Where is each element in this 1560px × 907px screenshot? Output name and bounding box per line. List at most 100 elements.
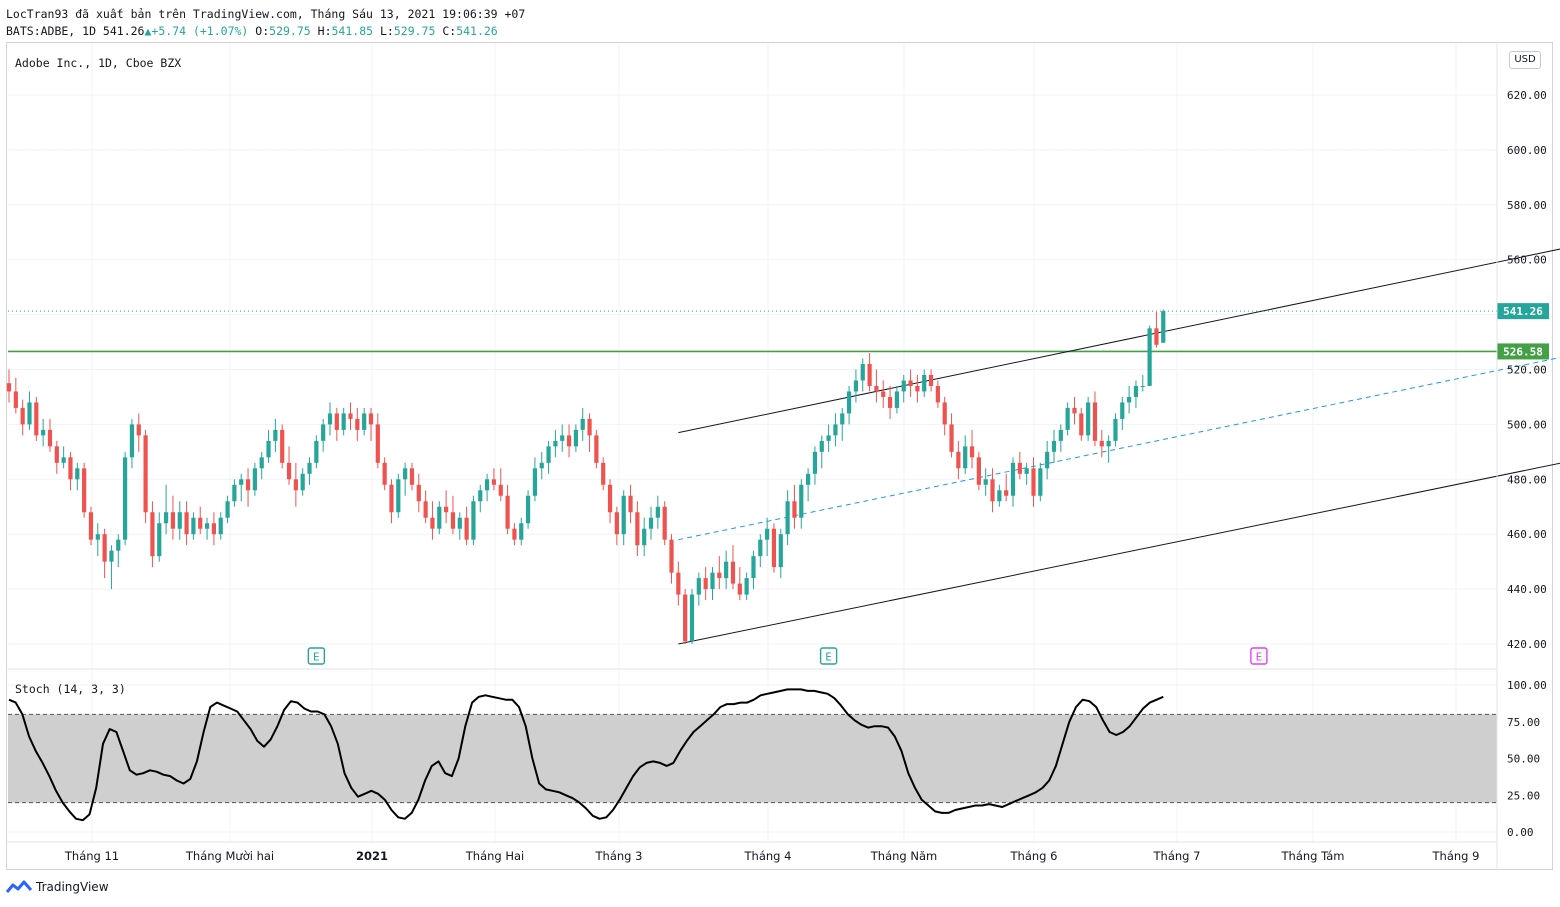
candle <box>553 429 558 458</box>
candle <box>587 413 592 452</box>
candle <box>662 501 667 546</box>
candle <box>245 468 251 507</box>
candle-body <box>286 462 292 480</box>
candle-body <box>259 457 264 469</box>
candle-body <box>662 506 667 540</box>
candle <box>621 490 626 546</box>
candle <box>211 512 216 546</box>
tradingview-logo-icon <box>6 880 32 893</box>
candle-body <box>717 572 722 579</box>
candle-body <box>901 380 906 392</box>
price-label: 541.26 <box>1497 303 1549 320</box>
candle-body <box>321 424 326 441</box>
price-label-text: 541.26 <box>1503 305 1543 318</box>
candle <box>286 446 292 485</box>
candle-body <box>676 572 681 595</box>
candle-body <box>655 506 660 518</box>
stoch-tick-label: 50.00 <box>1507 753 1540 766</box>
candle-body <box>696 578 701 595</box>
candle-body <box>887 396 893 408</box>
candle <box>853 369 859 403</box>
candle <box>1161 309 1166 343</box>
candle <box>1024 462 1029 485</box>
candle-body <box>95 534 100 540</box>
candle <box>703 567 708 601</box>
candle <box>1154 311 1159 348</box>
candle-body <box>758 539 763 557</box>
candle-body <box>266 440 271 458</box>
candle-body <box>444 506 449 513</box>
candle <box>505 484 510 535</box>
candle <box>1031 457 1036 507</box>
price-change: +5.74 (+1.07%) <box>151 24 249 38</box>
candle <box>1017 451 1022 480</box>
price-tick-label: 500.00 <box>1507 418 1547 431</box>
stoch-tick-label: 25.00 <box>1507 789 1540 802</box>
low-label: L: <box>379 24 394 38</box>
candle <box>204 517 210 540</box>
candle <box>724 550 729 590</box>
candle-body <box>20 407 25 425</box>
candle-body <box>969 446 975 458</box>
candle-body <box>293 479 298 491</box>
candle <box>655 495 660 529</box>
candle <box>54 440 59 474</box>
candle <box>539 451 544 480</box>
candle-body <box>614 512 619 535</box>
candle-body <box>942 402 947 425</box>
chart-frame <box>6 42 1553 870</box>
candle-body <box>594 435 599 463</box>
candle <box>566 424 572 458</box>
candle-body <box>505 495 510 529</box>
candle <box>430 501 435 540</box>
open-label: O: <box>255 24 270 38</box>
candle <box>95 523 100 557</box>
candle <box>963 435 968 474</box>
candle-body <box>846 391 852 414</box>
earnings-label: E <box>825 651 832 664</box>
candle <box>471 495 476 546</box>
candle-body <box>1106 440 1111 447</box>
candle-body <box>525 495 531 524</box>
time-tick-label: Tháng 7 <box>1153 849 1201 863</box>
candle-body <box>710 572 715 590</box>
candle-body <box>13 391 18 408</box>
price-tick-label: 620.00 <box>1507 89 1547 102</box>
candle <box>464 506 469 546</box>
candle-body <box>327 413 333 425</box>
high-label: H: <box>317 24 332 38</box>
candle-body <box>683 594 688 642</box>
candle <box>819 435 824 469</box>
candle-body <box>41 429 46 436</box>
candle-body <box>512 528 517 540</box>
candle <box>403 462 408 496</box>
currency-button[interactable]: USD <box>1509 51 1541 69</box>
candle <box>1051 429 1057 463</box>
candle <box>758 534 763 568</box>
candle-body <box>881 391 886 397</box>
candle <box>1092 391 1098 447</box>
candle-body <box>280 429 285 463</box>
candle-body <box>908 380 913 386</box>
candle <box>901 374 906 403</box>
candle <box>976 451 981 491</box>
candle <box>887 385 893 419</box>
candle-body <box>437 506 442 529</box>
candle-body <box>88 512 94 540</box>
candle-body <box>1086 402 1091 436</box>
candle <box>812 446 818 485</box>
candle-body <box>703 578 708 590</box>
candle-body <box>382 462 387 485</box>
candle <box>1086 396 1091 441</box>
candle-body <box>853 380 859 392</box>
high-value: 541.85 <box>331 24 374 38</box>
candle <box>136 413 141 452</box>
footer-brand[interactable]: TradingView <box>6 880 109 894</box>
candle-body <box>990 479 995 502</box>
candle-body <box>1024 468 1029 474</box>
candle-body <box>1038 468 1043 496</box>
candle <box>321 418 326 452</box>
candle <box>396 473 401 518</box>
candle <box>560 424 565 452</box>
